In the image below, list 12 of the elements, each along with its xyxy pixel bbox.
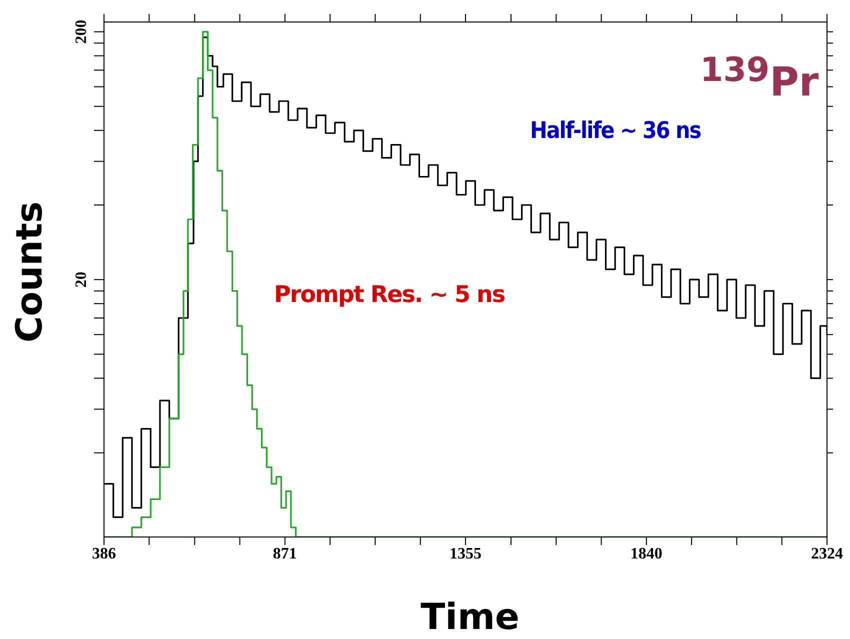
x-tick-label: 871: [272, 545, 297, 562]
x-tick-label: 2324: [811, 545, 843, 562]
y-axis-title: Counts: [10, 201, 50, 343]
x-tick-label: 1840: [630, 545, 662, 562]
annotation: Prompt Res. ~ 5 ns: [274, 282, 505, 308]
annotation: $^{139}$Pr: [700, 50, 819, 106]
y-tick-label: 20: [73, 272, 90, 288]
x-tick-label: 1355: [450, 545, 482, 562]
y-tick-label: 200: [73, 20, 90, 44]
x-tick-label: 386: [92, 545, 116, 562]
annotation: Half-life ~ 36 ns: [530, 118, 701, 144]
x-axis-title: Time: [420, 597, 520, 638]
